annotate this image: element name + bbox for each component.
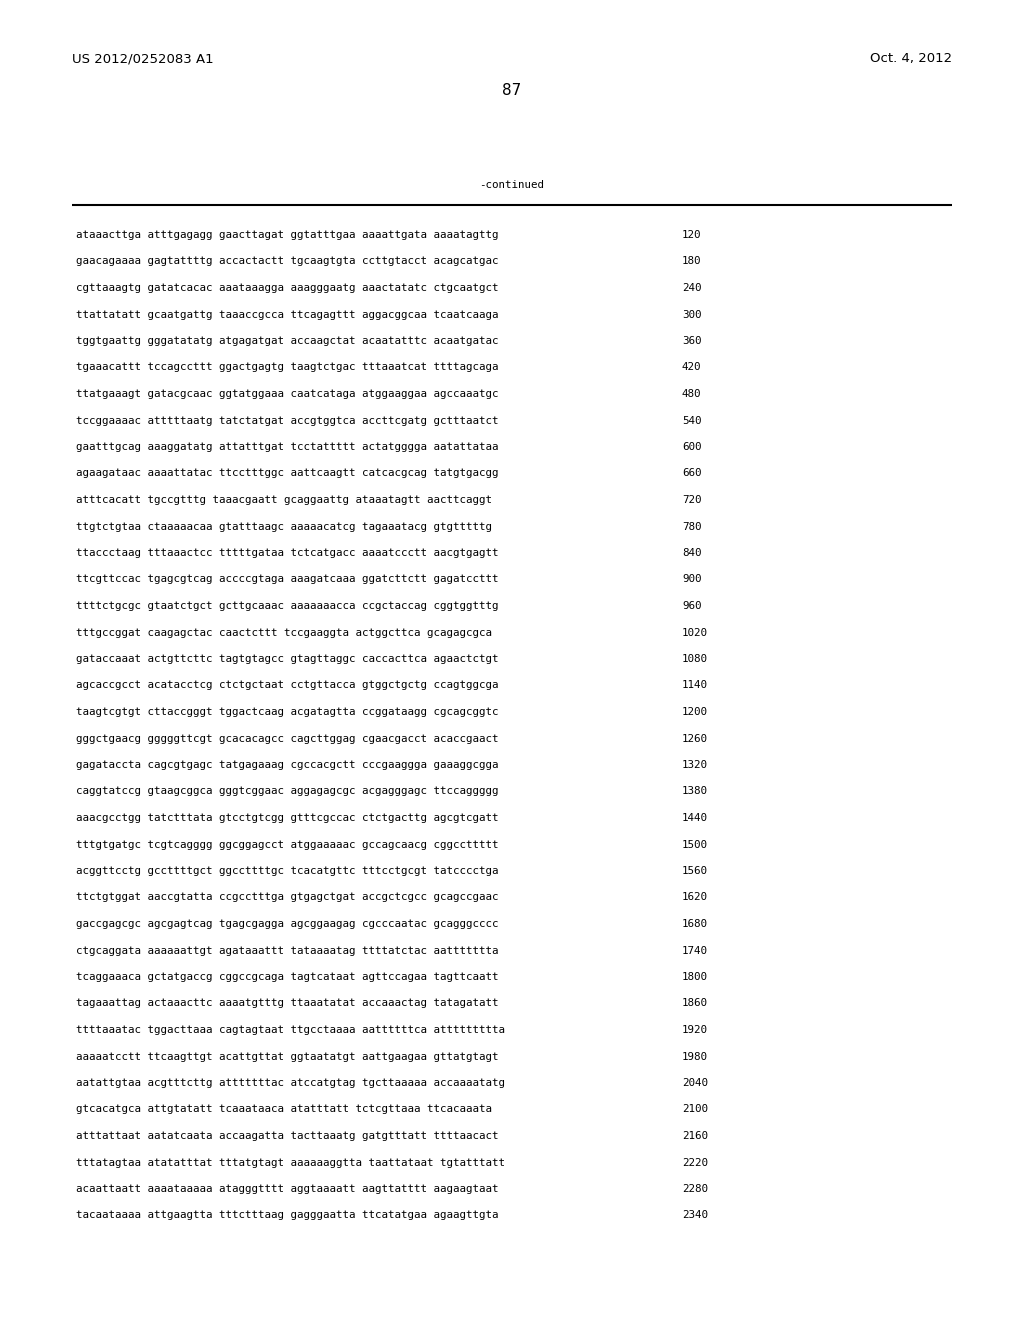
Text: 1500: 1500 bbox=[682, 840, 708, 850]
Text: 1020: 1020 bbox=[682, 627, 708, 638]
Text: 180: 180 bbox=[682, 256, 701, 267]
Text: tttatagtaa atatatttat tttatgtagt aaaaaaggtta taattataat tgtatttatt: tttatagtaa atatatttat tttatgtagt aaaaaag… bbox=[76, 1158, 505, 1167]
Text: gtcacatgca attgtatatt tcaaataaca atatttatt tctcgttaaa ttcacaaata: gtcacatgca attgtatatt tcaaataaca atattta… bbox=[76, 1105, 492, 1114]
Text: gaccgagcgc agcgagtcag tgagcgagga agcggaagag cgcccaatac gcagggcccc: gaccgagcgc agcgagtcag tgagcgagga agcggaa… bbox=[76, 919, 499, 929]
Text: 360: 360 bbox=[682, 337, 701, 346]
Text: 2100: 2100 bbox=[682, 1105, 708, 1114]
Text: atttattaat aatatcaata accaagatta tacttaaatg gatgtttatt ttttaacact: atttattaat aatatcaata accaagatta tacttaa… bbox=[76, 1131, 499, 1140]
Text: 1260: 1260 bbox=[682, 734, 708, 743]
Text: taagtcgtgt cttaccgggt tggactcaag acgatagtta ccggataagg cgcagcggtc: taagtcgtgt cttaccgggt tggactcaag acgatag… bbox=[76, 708, 499, 717]
Text: 840: 840 bbox=[682, 548, 701, 558]
Text: 720: 720 bbox=[682, 495, 701, 506]
Text: agcaccgcct acatacctcg ctctgctaat cctgttacca gtggctgctg ccagtggcga: agcaccgcct acatacctcg ctctgctaat cctgtta… bbox=[76, 681, 499, 690]
Text: ttatgaaagt gatacgcaac ggtatggaaa caatcataga atggaaggaa agccaaatgc: ttatgaaagt gatacgcaac ggtatggaaa caatcat… bbox=[76, 389, 499, 399]
Text: 1560: 1560 bbox=[682, 866, 708, 876]
Text: ttttaaatac tggacttaaa cagtagtaat ttgcctaaaa aattttttca attttttttta: ttttaaatac tggacttaaa cagtagtaat ttgccta… bbox=[76, 1026, 505, 1035]
Text: 660: 660 bbox=[682, 469, 701, 479]
Text: ttaccctaag tttaaactcc tttttgataa tctcatgacc aaaatccctt aacgtgagtt: ttaccctaag tttaaactcc tttttgataa tctcatg… bbox=[76, 548, 499, 558]
Text: 1860: 1860 bbox=[682, 998, 708, 1008]
Text: 1620: 1620 bbox=[682, 892, 708, 903]
Text: tgaaacattt tccagccttt ggactgagtg taagtctgac tttaaatcat ttttagcaga: tgaaacattt tccagccttt ggactgagtg taagtct… bbox=[76, 363, 499, 372]
Text: 420: 420 bbox=[682, 363, 701, 372]
Text: tacaataaaa attgaagtta tttctttaag gagggaatta ttcatatgaa agaagttgta: tacaataaaa attgaagtta tttctttaag gagggaa… bbox=[76, 1210, 499, 1221]
Text: ttattatatt gcaatgattg taaaccgcca ttcagagttt aggacggcaa tcaatcaaga: ttattatatt gcaatgattg taaaccgcca ttcagag… bbox=[76, 309, 499, 319]
Text: 1800: 1800 bbox=[682, 972, 708, 982]
Text: ttcgttccac tgagcgtcag accccgtaga aaagatcaaa ggatcttctt gagatccttt: ttcgttccac tgagcgtcag accccgtaga aaagatc… bbox=[76, 574, 499, 585]
Text: 240: 240 bbox=[682, 282, 701, 293]
Text: gataccaaat actgttcttc tagtgtagcc gtagttaggc caccacttca agaactctgt: gataccaaat actgttcttc tagtgtagcc gtagtta… bbox=[76, 653, 499, 664]
Text: 1440: 1440 bbox=[682, 813, 708, 822]
Text: 1320: 1320 bbox=[682, 760, 708, 770]
Text: ctgcaggata aaaaaattgt agataaattt tataaaatag ttttatctac aattttttta: ctgcaggata aaaaaattgt agataaattt tataaaa… bbox=[76, 945, 499, 956]
Text: 120: 120 bbox=[682, 230, 701, 240]
Text: 1920: 1920 bbox=[682, 1026, 708, 1035]
Text: 1200: 1200 bbox=[682, 708, 708, 717]
Text: gagataccta cagcgtgagc tatgagaaag cgccacgctt cccgaaggga gaaaggcgga: gagataccta cagcgtgagc tatgagaaag cgccacg… bbox=[76, 760, 499, 770]
Text: tttgccggat caagagctac caactcttt tccgaaggta actggcttca gcagagcgca: tttgccggat caagagctac caactcttt tccgaagg… bbox=[76, 627, 492, 638]
Text: caggtatccg gtaagcggca gggtcggaac aggagagcgc acgagggagc ttccaggggg: caggtatccg gtaagcggca gggtcggaac aggagag… bbox=[76, 787, 499, 796]
Text: ataaacttga atttgagagg gaacttagat ggtatttgaa aaaattgata aaaatagttg: ataaacttga atttgagagg gaacttagat ggtattt… bbox=[76, 230, 499, 240]
Text: acggttcctg gccttttgct ggccttttgc tcacatgttc tttcctgcgt tatcccctga: acggttcctg gccttttgct ggccttttgc tcacatg… bbox=[76, 866, 499, 876]
Text: 2220: 2220 bbox=[682, 1158, 708, 1167]
Text: cgttaaagtg gatatcacac aaataaagga aaagggaatg aaactatatc ctgcaatgct: cgttaaagtg gatatcacac aaataaagga aaaggga… bbox=[76, 282, 499, 293]
Text: ttgtctgtaa ctaaaaacaa gtatttaagc aaaaacatcg tagaaatacg gtgtttttg: ttgtctgtaa ctaaaaacaa gtatttaagc aaaaaca… bbox=[76, 521, 492, 532]
Text: ttctgtggat aaccgtatta ccgcctttga gtgagctgat accgctcgcc gcagccgaac: ttctgtggat aaccgtatta ccgcctttga gtgagct… bbox=[76, 892, 499, 903]
Text: 2040: 2040 bbox=[682, 1078, 708, 1088]
Text: 1380: 1380 bbox=[682, 787, 708, 796]
Text: 2280: 2280 bbox=[682, 1184, 708, 1195]
Text: 480: 480 bbox=[682, 389, 701, 399]
Text: 960: 960 bbox=[682, 601, 701, 611]
Text: 87: 87 bbox=[503, 83, 521, 98]
Text: atttcacatt tgccgtttg taaacgaatt gcaggaattg ataaatagtt aacttcaggt: atttcacatt tgccgtttg taaacgaatt gcaggaat… bbox=[76, 495, 492, 506]
Text: 1140: 1140 bbox=[682, 681, 708, 690]
Text: gaacagaaaa gagtattttg accactactt tgcaagtgta ccttgtacct acagcatgac: gaacagaaaa gagtattttg accactactt tgcaagt… bbox=[76, 256, 499, 267]
Text: tccggaaaac atttttaatg tatctatgat accgtggtca accttcgatg gctttaatct: tccggaaaac atttttaatg tatctatgat accgtgg… bbox=[76, 416, 499, 425]
Text: Oct. 4, 2012: Oct. 4, 2012 bbox=[869, 51, 952, 65]
Text: aaaaatcctt ttcaagttgt acattgttat ggtaatatgt aattgaagaa gttatgtagt: aaaaatcctt ttcaagttgt acattgttat ggtaata… bbox=[76, 1052, 499, 1061]
Text: 300: 300 bbox=[682, 309, 701, 319]
Text: tggtgaattg gggatatatg atgagatgat accaagctat acaatatttc acaatgatac: tggtgaattg gggatatatg atgagatgat accaagc… bbox=[76, 337, 499, 346]
Text: acaattaatt aaaataaaaa atagggtttt aggtaaaatt aagttatttt aagaagtaat: acaattaatt aaaataaaaa atagggtttt aggtaaa… bbox=[76, 1184, 499, 1195]
Text: 2160: 2160 bbox=[682, 1131, 708, 1140]
Text: agaagataac aaaattatac ttcctttggc aattcaagtt catcacgcag tatgtgacgg: agaagataac aaaattatac ttcctttggc aattcaa… bbox=[76, 469, 499, 479]
Text: aatattgtaa acgtttcttg atttttttac atccatgtag tgcttaaaaa accaaaatatg: aatattgtaa acgtttcttg atttttttac atccatg… bbox=[76, 1078, 505, 1088]
Text: 540: 540 bbox=[682, 416, 701, 425]
Text: ttttctgcgc gtaatctgct gcttgcaaac aaaaaaacca ccgctaccag cggtggtttg: ttttctgcgc gtaatctgct gcttgcaaac aaaaaaa… bbox=[76, 601, 499, 611]
Text: 780: 780 bbox=[682, 521, 701, 532]
Text: tttgtgatgc tcgtcagggg ggcggagcct atggaaaaac gccagcaacg cggccttttt: tttgtgatgc tcgtcagggg ggcggagcct atggaaa… bbox=[76, 840, 499, 850]
Text: aaacgcctgg tatctttata gtcctgtcgg gtttcgccac ctctgacttg agcgtcgatt: aaacgcctgg tatctttata gtcctgtcgg gtttcgc… bbox=[76, 813, 499, 822]
Text: -continued: -continued bbox=[479, 180, 545, 190]
Text: 1080: 1080 bbox=[682, 653, 708, 664]
Text: gaatttgcag aaaggatatg attatttgat tcctattttt actatgggga aatattataa: gaatttgcag aaaggatatg attatttgat tcctatt… bbox=[76, 442, 499, 451]
Text: 2340: 2340 bbox=[682, 1210, 708, 1221]
Text: 1680: 1680 bbox=[682, 919, 708, 929]
Text: 1740: 1740 bbox=[682, 945, 708, 956]
Text: gggctgaacg gggggttcgt gcacacagcc cagcttggag cgaacgacct acaccgaact: gggctgaacg gggggttcgt gcacacagcc cagcttg… bbox=[76, 734, 499, 743]
Text: tagaaattag actaaacttc aaaatgtttg ttaaatatat accaaactag tatagatatt: tagaaattag actaaacttc aaaatgtttg ttaaata… bbox=[76, 998, 499, 1008]
Text: US 2012/0252083 A1: US 2012/0252083 A1 bbox=[72, 51, 214, 65]
Text: 600: 600 bbox=[682, 442, 701, 451]
Text: 1980: 1980 bbox=[682, 1052, 708, 1061]
Text: 900: 900 bbox=[682, 574, 701, 585]
Text: tcaggaaaca gctatgaccg cggccgcaga tagtcataat agttccagaa tagttcaatt: tcaggaaaca gctatgaccg cggccgcaga tagtcat… bbox=[76, 972, 499, 982]
